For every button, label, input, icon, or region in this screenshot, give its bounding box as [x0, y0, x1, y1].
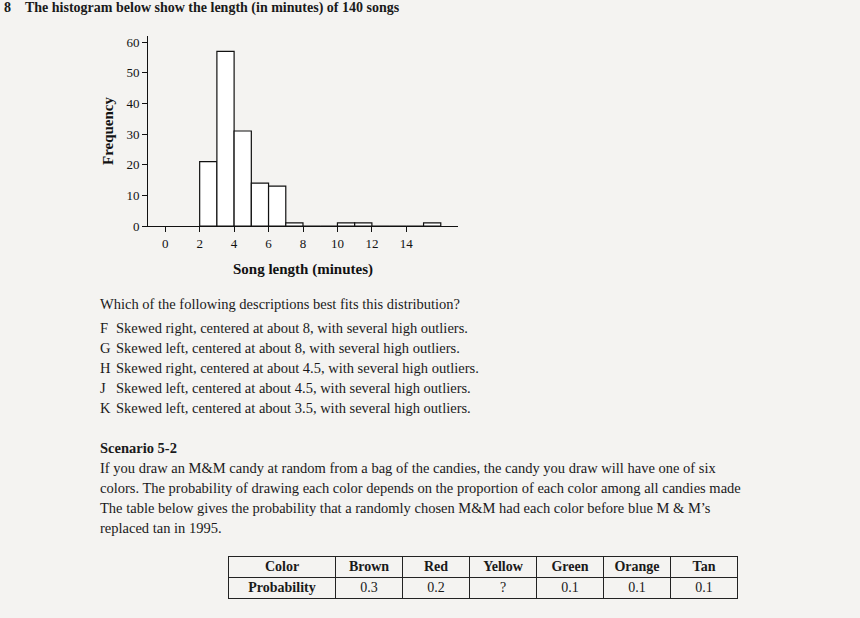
svg-text:50: 50	[126, 65, 139, 80]
html-text:0.1: 0.1	[561, 580, 579, 595]
svg-text:0: 0	[162, 236, 169, 251]
html-text:If you draw an M&M candy at ra: If you draw an M&M candy at random from …	[100, 460, 716, 476]
svg-text:Frequency: Frequency	[100, 96, 116, 165]
html-text:Brown: Brown	[348, 559, 390, 574]
html-text:Probability: Probability	[248, 580, 316, 595]
html-text:Scenario 5-2: Scenario 5-2	[100, 440, 177, 456]
html-text:The histogram below show the l: The histogram below show the length (in …	[25, 0, 400, 15]
svg-text:0: 0	[133, 219, 140, 234]
html-text:F: F	[100, 320, 109, 336]
html-text:The table below gives the prob: The table below gives the probability th…	[100, 500, 711, 516]
html-text:J: J	[100, 380, 106, 396]
svg-text:40: 40	[126, 96, 139, 111]
html-text:Green: Green	[551, 559, 589, 574]
html-text:colors. The probability of dra: colors. The probability of drawing each …	[100, 480, 741, 496]
html-text:8: 8	[4, 0, 11, 15]
svg-text:12: 12	[365, 236, 378, 251]
svg-text:8: 8	[300, 236, 307, 251]
svg-text:2: 2	[196, 236, 203, 251]
html-text:0.1: 0.1	[628, 580, 646, 595]
svg-text:60: 60	[126, 35, 139, 50]
html-text:H Skewed right, centered at ab: H Skewed right, centered at about 4.5, w…	[100, 360, 479, 376]
html-text:0.1: 0.1	[695, 580, 713, 595]
html-text:G Skewed left, centered at abo: G Skewed left, centered at about 8, with…	[100, 340, 460, 356]
html-text:Orange: Orange	[614, 559, 660, 574]
html-text:Skewed left, centered at about: Skewed left, centered at about 4.5, with…	[116, 380, 471, 396]
svg-text:4: 4	[231, 236, 238, 251]
svg-text:10: 10	[331, 236, 344, 251]
html-text:K Skewed left, centered at abo: K Skewed left, centered at about 3.5, wi…	[100, 400, 471, 416]
svg-text:14: 14	[400, 236, 414, 251]
html-text:Tan: Tan	[692, 559, 716, 574]
svg-text:Song length (minutes): Song length (minutes)	[233, 261, 373, 278]
html-text:0.2: 0.2	[427, 580, 445, 595]
svg-text:6: 6	[265, 236, 272, 251]
svg-text:20: 20	[126, 157, 139, 172]
html-text:Yellow: Yellow	[483, 559, 523, 574]
html-text:replaced tan in 1995.: replaced tan in 1995.	[100, 520, 222, 536]
html-text:Red: Red	[423, 559, 449, 574]
svg-text:30: 30	[126, 127, 139, 142]
html-text:0.3: 0.3	[360, 580, 378, 595]
html-text:Color: Color	[264, 559, 300, 574]
html-text:Which of the following descrip: Which of the following descriptions best…	[100, 296, 460, 312]
svg-text:10: 10	[126, 188, 139, 203]
html-text:Skewed right, centered at abou: Skewed right, centered at about 8, with …	[116, 320, 468, 336]
